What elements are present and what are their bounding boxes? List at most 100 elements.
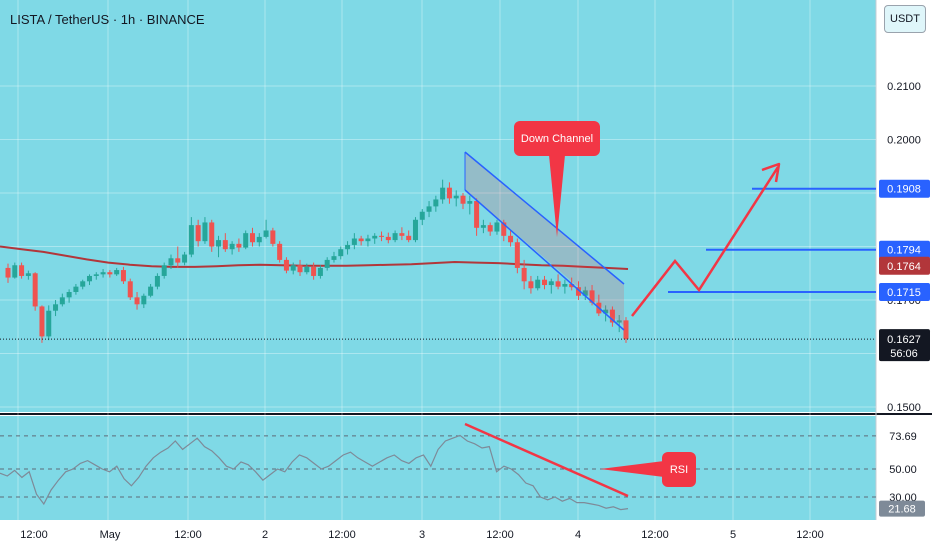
- candle[interactable]: [290, 262, 296, 275]
- candle[interactable]: [243, 230, 249, 250]
- price-label-badge[interactable]: 0.1794: [879, 240, 930, 259]
- candle[interactable]: [528, 275, 534, 294]
- candle[interactable]: [480, 219, 486, 234]
- candle[interactable]: [249, 227, 255, 247]
- candle[interactable]: [562, 279, 568, 294]
- candle[interactable]: [399, 227, 405, 241]
- candle[interactable]: [216, 235, 222, 258]
- candle[interactable]: [297, 259, 303, 276]
- candle[interactable]: [385, 232, 391, 244]
- candle[interactable]: [80, 279, 86, 290]
- candle[interactable]: [412, 217, 418, 243]
- candle[interactable]: [474, 198, 480, 236]
- candle[interactable]: [168, 254, 174, 269]
- candle[interactable]: [5, 263, 11, 283]
- candle[interactable]: [460, 193, 466, 210]
- candle[interactable]: [351, 233, 357, 250]
- candle[interactable]: [433, 195, 439, 212]
- candle[interactable]: [120, 266, 126, 284]
- candle[interactable]: [508, 230, 514, 247]
- candle[interactable]: [467, 195, 473, 215]
- rsi-line[interactable]: [0, 434, 629, 511]
- price-label-badge[interactable]: 0.1764: [879, 256, 930, 275]
- candle[interactable]: [358, 235, 364, 246]
- candle[interactable]: [175, 246, 181, 268]
- price-label-badge[interactable]: 0.1908: [879, 179, 930, 198]
- candle[interactable]: [127, 278, 133, 301]
- candle[interactable]: [419, 209, 425, 226]
- candle[interactable]: [107, 270, 113, 278]
- projection-path[interactable]: [631, 166, 780, 317]
- down-channel-lower-line[interactable]: [464, 189, 625, 331]
- candle[interactable]: [548, 278, 554, 294]
- candle[interactable]: [59, 293, 65, 307]
- candle[interactable]: [46, 305, 52, 341]
- down-channel-callout[interactable]: Down Channel: [514, 121, 600, 237]
- candle[interactable]: [487, 222, 493, 236]
- candle[interactable]: [331, 251, 337, 263]
- candle[interactable]: [12, 262, 18, 279]
- candle[interactable]: [446, 182, 452, 204]
- candle[interactable]: [141, 293, 147, 309]
- candle[interactable]: [542, 275, 548, 290]
- candle[interactable]: [372, 233, 378, 244]
- candle[interactable]: [453, 190, 459, 207]
- candle[interactable]: [317, 265, 323, 279]
- candle[interactable]: [494, 219, 500, 235]
- candle[interactable]: [161, 262, 167, 279]
- candle[interactable]: [379, 231, 385, 242]
- candle[interactable]: [426, 201, 432, 218]
- candle[interactable]: [345, 241, 351, 255]
- candle[interactable]: [365, 234, 371, 247]
- candle[interactable]: [555, 274, 561, 290]
- rsi-current-badge[interactable]: 21.68: [879, 500, 925, 517]
- candle[interactable]: [623, 317, 629, 343]
- candle[interactable]: [535, 275, 541, 291]
- candle[interactable]: [514, 238, 520, 274]
- candle[interactable]: [263, 219, 269, 239]
- candle[interactable]: [202, 217, 208, 244]
- candle[interactable]: [311, 262, 317, 280]
- candle[interactable]: [392, 230, 398, 243]
- candle[interactable]: [304, 263, 310, 275]
- candle[interactable]: [53, 300, 59, 317]
- candle[interactable]: [188, 217, 194, 258]
- candle[interactable]: [182, 251, 188, 266]
- candle[interactable]: [25, 270, 31, 280]
- rsi-divergence-line[interactable]: [464, 422, 629, 498]
- candle[interactable]: [521, 259, 527, 290]
- candle[interactable]: [100, 268, 106, 278]
- candle[interactable]: [609, 306, 615, 327]
- candle[interactable]: [582, 286, 588, 301]
- currency-badge[interactable]: USDT: [884, 5, 926, 33]
- candle[interactable]: [114, 267, 120, 276]
- current-price-badge[interactable]: 0.1627 56:06: [879, 329, 930, 362]
- candle[interactable]: [406, 230, 412, 243]
- candle[interactable]: [324, 257, 330, 271]
- symbol-title[interactable]: LISTA / TetherUS · 1h · BINANCE: [10, 12, 205, 27]
- candle[interactable]: [134, 292, 140, 310]
- price-label-badge[interactable]: 0.1715: [879, 283, 930, 301]
- candle[interactable]: [209, 219, 215, 252]
- candle[interactable]: [236, 238, 242, 252]
- candle[interactable]: [39, 305, 45, 343]
- candle[interactable]: [66, 289, 72, 303]
- candle[interactable]: [229, 241, 235, 255]
- candle[interactable]: [270, 227, 276, 247]
- candle[interactable]: [32, 272, 38, 311]
- down-channel-upper-line[interactable]: [464, 151, 625, 285]
- rsi-callout[interactable]: RSI: [600, 452, 696, 487]
- candle[interactable]: [195, 219, 201, 247]
- candle[interactable]: [256, 233, 262, 247]
- candle[interactable]: [19, 262, 25, 279]
- candle[interactable]: [338, 246, 344, 260]
- candle[interactable]: [93, 272, 99, 280]
- candle[interactable]: [440, 179, 446, 204]
- candle[interactable]: [222, 233, 228, 252]
- candle[interactable]: [616, 315, 622, 333]
- candle[interactable]: [148, 283, 154, 298]
- candle[interactable]: [277, 241, 283, 263]
- candle[interactable]: [154, 273, 160, 290]
- candle[interactable]: [283, 257, 289, 274]
